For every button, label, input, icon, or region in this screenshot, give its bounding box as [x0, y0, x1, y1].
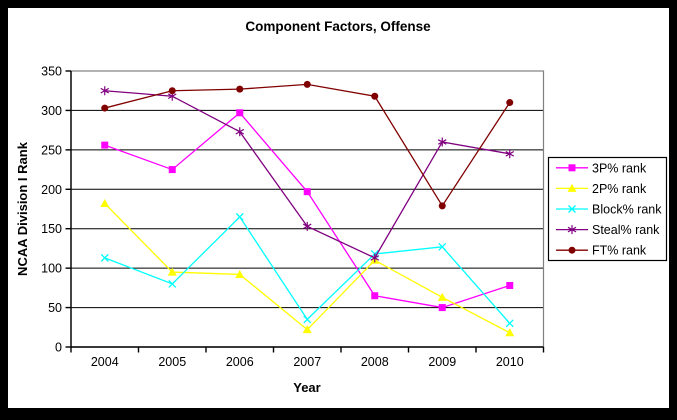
data-point-3p-rank-2005 — [168, 166, 176, 174]
y-axis-tick-label: 0 — [55, 341, 62, 355]
legend-item-3p-rank: 3P% rank — [556, 161, 647, 175]
legend-group: 3P% rank 2P% rank Block% rank Steal% rank FT… — [547, 156, 668, 262]
legend-swatch-marker — [568, 164, 576, 172]
x-axis-tick-label: 2006 — [226, 355, 254, 369]
x-axis-title: Year — [293, 380, 320, 395]
data-point-2p-rank-2006 — [235, 269, 245, 278]
data-point-2p-rank-2005 — [167, 267, 177, 276]
x-axis-tick-label: 2008 — [361, 355, 389, 369]
y-axis-tick-label: 100 — [41, 262, 62, 276]
data-point-2p-rank-2007 — [302, 325, 312, 334]
data-point-steal-rank-2009 — [437, 137, 447, 147]
legend-label: Block% rank — [592, 203, 662, 217]
data-point-ft-rank-2008 — [371, 92, 379, 100]
data-point-ft-rank-2010 — [506, 99, 514, 107]
data-point-steal-rank-2007 — [302, 221, 312, 231]
data-point-block-rank-2005 — [168, 279, 177, 288]
data-point-2p-rank-2010 — [505, 328, 515, 337]
legend-swatch-marker — [568, 205, 576, 213]
axes-group: 0 50 100 150 200 250 300 350 2004 2005 2006 2007 200… — [41, 65, 545, 369]
data-point-3p-rank-2008 — [371, 292, 379, 300]
legend-item-ft-rank: FT% rank — [556, 244, 647, 258]
data-point-block-rank-2004 — [100, 253, 109, 262]
x-axis-tick-label: 2010 — [496, 355, 524, 369]
y-axis-tick-label: 200 — [41, 183, 62, 197]
y-axis-tick-label: 50 — [48, 301, 62, 315]
data-point-ft-rank-2005 — [168, 87, 176, 95]
data-point-steal-rank-2004 — [100, 86, 110, 96]
legend-label: 3P% rank — [592, 161, 647, 175]
data-point-ft-rank-2004 — [101, 104, 109, 112]
y-axis-tick-label: 300 — [41, 104, 62, 118]
legend-item-2p-rank: 2P% rank — [556, 182, 647, 196]
frame-border-right — [669, 0, 677, 420]
legend-label: FT% rank — [592, 244, 647, 258]
data-point-2p-rank-2009 — [437, 292, 447, 301]
legend-swatch-marker — [567, 183, 577, 192]
data-point-steal-rank-2008 — [370, 253, 380, 263]
data-point-3p-rank-2010 — [506, 281, 514, 289]
legend-item-block-rank: Block% rank — [556, 203, 662, 217]
plot-area-border — [70, 70, 545, 348]
data-point-block-rank-2006 — [235, 212, 244, 221]
y-axis-tick-label: 250 — [41, 143, 62, 157]
legend-swatch-marker — [568, 246, 576, 254]
data-point-steal-rank-2006 — [235, 127, 245, 137]
data-point-block-rank-2009 — [438, 242, 447, 251]
data-point-3p-rank-2009 — [438, 304, 446, 312]
data-point-block-rank-2010 — [505, 319, 514, 328]
y-axis-tick-label: 150 — [41, 222, 62, 236]
chart-title: Component Factors, Offense — [245, 19, 431, 34]
x-axis-tick-label: 2007 — [293, 355, 321, 369]
y-axis-title: NCAA Division I Rank — [15, 141, 30, 276]
series-group — [100, 80, 515, 337]
data-point-2p-rank-2004 — [100, 198, 110, 207]
legend-label: 2P% rank — [592, 182, 647, 196]
data-point-3p-rank-2007 — [303, 188, 311, 196]
legend-item-steal-rank: Steal% rank — [556, 223, 660, 237]
data-point-ft-rank-2007 — [303, 80, 311, 88]
data-point-3p-rank-2004 — [101, 141, 109, 149]
x-axis-tick-label: 2009 — [428, 355, 456, 369]
gridlines-group — [70, 70, 545, 348]
frame-border-left — [0, 0, 8, 420]
x-axis-tick-label: 2005 — [158, 355, 186, 369]
legend-swatch-marker — [567, 225, 577, 235]
y-axis-tick-label: 350 — [41, 65, 62, 79]
data-point-ft-rank-2009 — [438, 202, 446, 210]
frame-border-top — [0, 0, 677, 8]
data-point-3p-rank-2006 — [236, 109, 244, 117]
data-point-block-rank-2007 — [303, 315, 312, 324]
frame-border-bottom — [0, 408, 677, 420]
data-point-ft-rank-2006 — [236, 85, 244, 93]
series-line-ft-rank — [104, 83, 511, 208]
series-line-3p-rank — [104, 111, 510, 309]
x-axis-tick-label: 2004 — [91, 355, 119, 369]
legend-label: Steal% rank — [592, 223, 660, 237]
series-line-steal-rank — [104, 90, 510, 259]
data-point-steal-rank-2010 — [505, 149, 515, 159]
